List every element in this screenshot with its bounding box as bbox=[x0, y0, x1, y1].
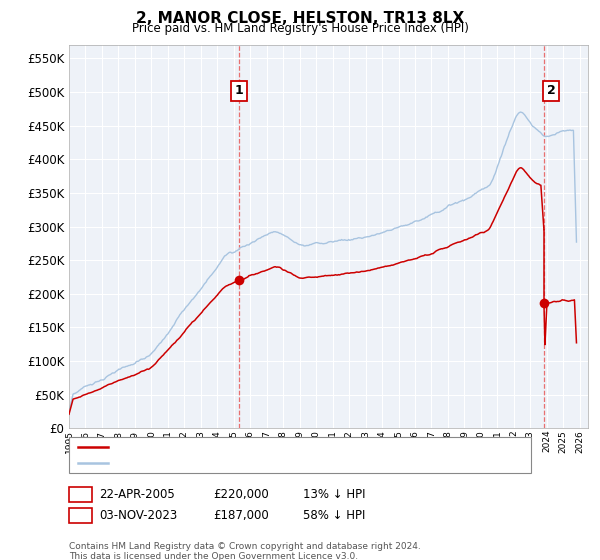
Text: 1: 1 bbox=[235, 85, 243, 97]
Text: 58% ↓ HPI: 58% ↓ HPI bbox=[303, 509, 365, 522]
Text: 13% ↓ HPI: 13% ↓ HPI bbox=[303, 488, 365, 501]
Text: 2: 2 bbox=[76, 509, 85, 522]
Text: 2, MANOR CLOSE, HELSTON, TR13 8LX (detached house): 2, MANOR CLOSE, HELSTON, TR13 8LX (detac… bbox=[114, 442, 410, 452]
Text: 1: 1 bbox=[76, 488, 85, 501]
Text: 2, MANOR CLOSE, HELSTON, TR13 8LX: 2, MANOR CLOSE, HELSTON, TR13 8LX bbox=[136, 11, 464, 26]
Text: £187,000: £187,000 bbox=[213, 509, 269, 522]
Text: 22-APR-2005: 22-APR-2005 bbox=[99, 488, 175, 501]
Text: 2: 2 bbox=[547, 85, 556, 97]
Text: £220,000: £220,000 bbox=[213, 488, 269, 501]
Text: Price paid vs. HM Land Registry's House Price Index (HPI): Price paid vs. HM Land Registry's House … bbox=[131, 22, 469, 35]
Text: Contains HM Land Registry data © Crown copyright and database right 2024.
This d: Contains HM Land Registry data © Crown c… bbox=[69, 542, 421, 560]
Text: 03-NOV-2023: 03-NOV-2023 bbox=[99, 509, 177, 522]
Text: HPI: Average price, detached house, Cornwall: HPI: Average price, detached house, Corn… bbox=[114, 458, 352, 468]
